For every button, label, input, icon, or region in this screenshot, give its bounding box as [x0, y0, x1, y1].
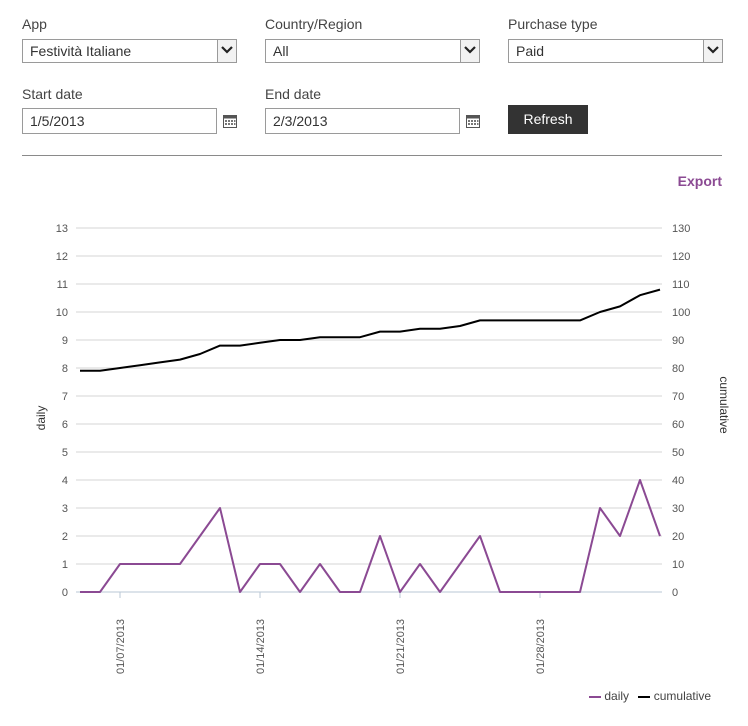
y2-tick-label: 120: [672, 251, 690, 263]
end-date-value: 2/3/2013: [273, 113, 328, 129]
start-date-label: Start date: [22, 86, 83, 102]
series-line-daily: [80, 479, 661, 593]
y-tick-label: 1: [62, 559, 68, 571]
y-tick-label: 3: [62, 503, 68, 515]
country-select-value: All: [273, 43, 289, 59]
y-tick-label: 2: [62, 531, 68, 543]
app-label: App: [22, 16, 47, 32]
app-select[interactable]: Festività Italiane: [22, 39, 237, 63]
x-tick-label: 01/14/2013: [255, 619, 267, 674]
app-select-value: Festività Italiane: [30, 43, 132, 59]
y2-tick-label: 50: [672, 447, 684, 459]
y-tick-label: 9: [62, 335, 68, 347]
chevron-down-icon[interactable]: [217, 40, 236, 62]
y2-tick-label: 0: [672, 587, 678, 599]
start-date-input[interactable]: 1/5/2013: [22, 108, 217, 134]
purchase-type-label: Purchase type: [508, 16, 598, 32]
legend-daily-label: daily: [604, 689, 630, 703]
y-tick-label: 5: [62, 447, 68, 459]
y2-tick-label: 60: [672, 419, 684, 431]
legend-daily-swatch: [589, 695, 601, 698]
end-date-input[interactable]: 2/3/2013: [265, 108, 460, 134]
end-date-label: End date: [265, 86, 322, 102]
purchase-type-select[interactable]: Paid: [508, 39, 723, 63]
y-tick-label: 6: [62, 419, 68, 431]
y2-tick-label: 40: [672, 475, 684, 487]
y2-tick-label: 30: [672, 503, 684, 515]
y-tick-label: 7: [62, 391, 68, 403]
y-tick-label: 8: [62, 363, 68, 375]
x-tick-label: 01/21/2013: [395, 619, 407, 674]
y2-tick-label: 70: [672, 391, 684, 403]
refresh-button[interactable]: Refresh: [508, 105, 588, 134]
legend-cumulative-label: cumulative: [653, 689, 712, 703]
y2-tick-label: 130: [672, 223, 690, 235]
country-label: Country/Region: [265, 16, 363, 32]
y2-tick-label: 110: [672, 279, 690, 291]
y-tick-label: 11: [57, 279, 68, 291]
purchase-type-select-value: Paid: [516, 43, 545, 59]
x-tick-label: 01/07/2013: [115, 619, 127, 674]
start-date-value: 1/5/2013: [30, 113, 85, 129]
chevron-down-icon[interactable]: [460, 40, 479, 62]
y2-tick-label: 20: [672, 531, 684, 543]
chart: 0123456789101112130102030405060708090100…: [34, 223, 731, 674]
legend-cumulative-swatch: [638, 695, 651, 698]
y-tick-label: 10: [56, 307, 68, 319]
y2-tick-label: 100: [672, 307, 690, 319]
country-select[interactable]: All: [265, 39, 480, 63]
y-tick-label: 0: [62, 587, 68, 599]
x-tick-label: 01/28/2013: [535, 619, 547, 674]
chevron-down-icon[interactable]: [703, 40, 722, 62]
y2-tick-label: 10: [672, 559, 684, 571]
y2-tick-label: 80: [672, 363, 684, 375]
y-tick-label: 13: [56, 223, 68, 235]
legend: daily cumulative: [589, 689, 711, 703]
calendar-icon[interactable]: [466, 115, 480, 128]
y2-axis-label: cumulative: [717, 376, 731, 434]
export-link[interactable]: Export: [677, 173, 722, 189]
divider: [22, 155, 722, 156]
y-tick-label: 12: [56, 251, 68, 263]
y-tick-label: 4: [62, 475, 68, 487]
y2-tick-label: 90: [672, 335, 684, 347]
y-axis-label: daily: [34, 406, 48, 431]
series-line-cumulative: [80, 288, 661, 372]
calendar-icon[interactable]: [223, 115, 237, 128]
